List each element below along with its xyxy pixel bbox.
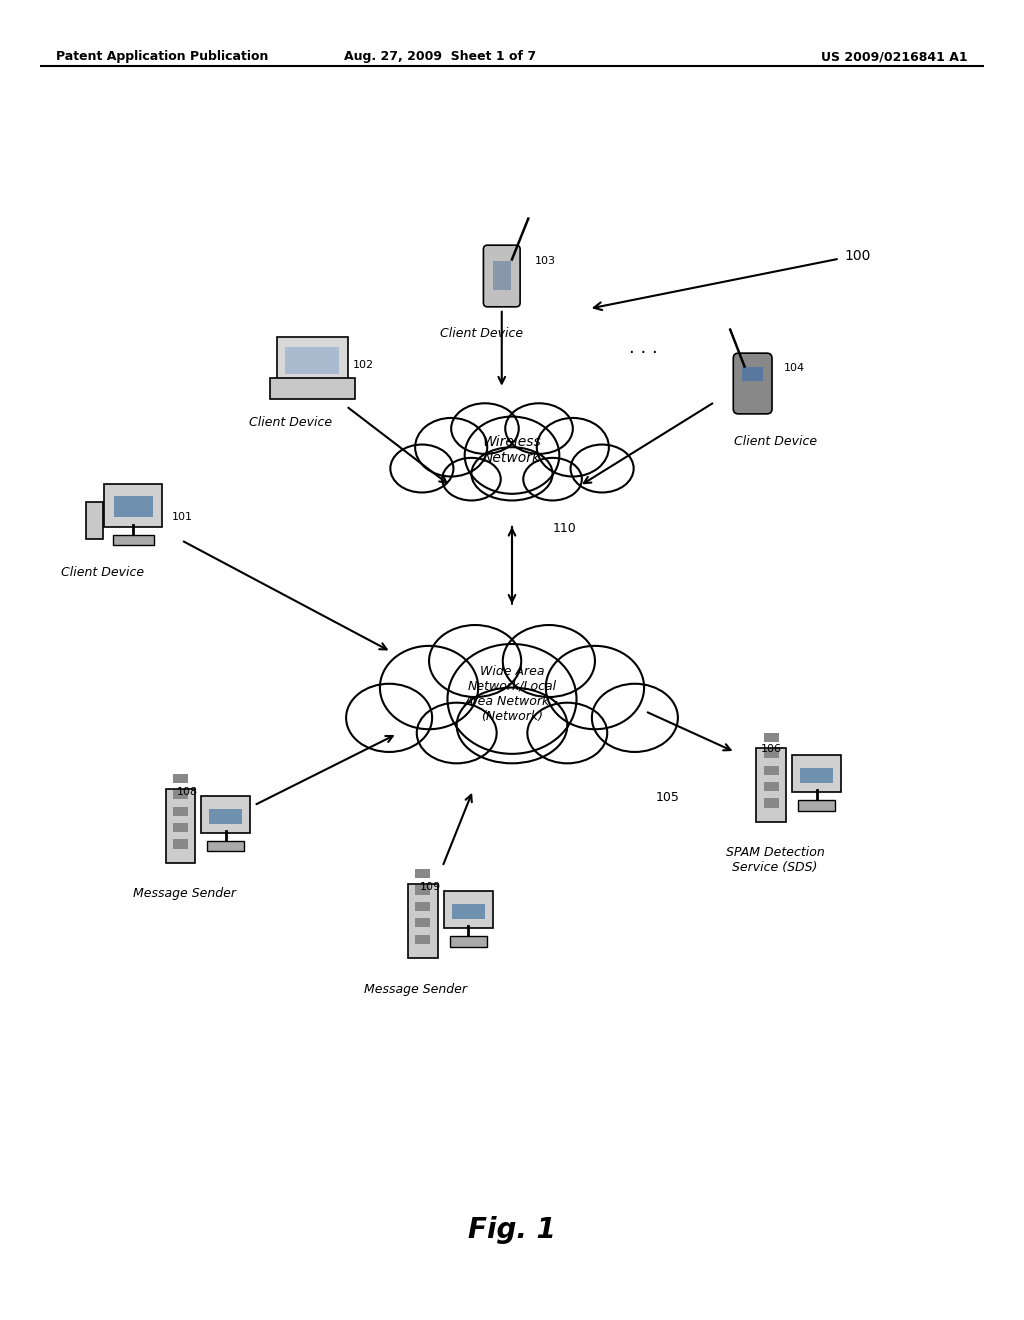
Text: 101: 101: [172, 512, 194, 521]
Ellipse shape: [380, 645, 478, 729]
FancyBboxPatch shape: [416, 869, 430, 878]
Ellipse shape: [546, 645, 644, 729]
Ellipse shape: [442, 458, 501, 500]
FancyBboxPatch shape: [764, 799, 778, 808]
Text: SPAM Detection
Service (SDS): SPAM Detection Service (SDS): [726, 846, 824, 874]
FancyBboxPatch shape: [757, 748, 785, 822]
FancyBboxPatch shape: [269, 379, 354, 399]
FancyBboxPatch shape: [800, 768, 834, 783]
FancyBboxPatch shape: [173, 807, 187, 816]
Text: 103: 103: [535, 256, 556, 265]
Ellipse shape: [527, 702, 607, 763]
Ellipse shape: [523, 458, 582, 500]
Text: 100: 100: [845, 248, 871, 263]
FancyBboxPatch shape: [742, 367, 763, 381]
FancyBboxPatch shape: [114, 496, 153, 516]
Ellipse shape: [390, 445, 454, 492]
Ellipse shape: [503, 626, 595, 697]
FancyBboxPatch shape: [207, 841, 244, 851]
Ellipse shape: [505, 404, 572, 454]
Text: 104: 104: [783, 363, 805, 374]
FancyBboxPatch shape: [209, 809, 243, 824]
FancyBboxPatch shape: [173, 822, 187, 832]
FancyBboxPatch shape: [764, 733, 778, 742]
FancyBboxPatch shape: [416, 902, 430, 911]
Text: Aug. 27, 2009  Sheet 1 of 7: Aug. 27, 2009 Sheet 1 of 7: [344, 50, 537, 63]
Text: Client Device: Client Device: [734, 434, 817, 447]
Text: Message Sender: Message Sender: [133, 887, 237, 900]
Text: Patent Application Publication: Patent Application Publication: [56, 50, 268, 63]
FancyBboxPatch shape: [764, 781, 778, 791]
FancyBboxPatch shape: [104, 484, 162, 527]
FancyBboxPatch shape: [285, 347, 339, 375]
Text: 108: 108: [177, 787, 199, 797]
Ellipse shape: [415, 418, 487, 477]
FancyBboxPatch shape: [493, 261, 511, 290]
Text: 106: 106: [761, 744, 782, 754]
Text: Message Sender: Message Sender: [364, 982, 467, 995]
FancyBboxPatch shape: [166, 789, 195, 863]
Ellipse shape: [570, 445, 634, 492]
FancyBboxPatch shape: [201, 796, 251, 833]
FancyBboxPatch shape: [416, 919, 430, 928]
Ellipse shape: [429, 626, 521, 697]
FancyBboxPatch shape: [86, 502, 103, 539]
Ellipse shape: [457, 688, 567, 763]
Text: Client Device: Client Device: [440, 327, 523, 341]
FancyBboxPatch shape: [173, 840, 187, 849]
FancyBboxPatch shape: [173, 791, 187, 800]
Text: . . .: . . .: [629, 339, 657, 356]
FancyBboxPatch shape: [483, 246, 520, 306]
Ellipse shape: [417, 702, 497, 763]
Ellipse shape: [447, 644, 577, 754]
Ellipse shape: [592, 684, 678, 752]
Ellipse shape: [537, 418, 609, 477]
FancyBboxPatch shape: [409, 884, 437, 958]
Text: Wireless
Network: Wireless Network: [482, 436, 542, 465]
FancyBboxPatch shape: [452, 904, 485, 919]
Text: Fig. 1: Fig. 1: [468, 1216, 556, 1245]
Text: 105: 105: [655, 791, 679, 804]
FancyBboxPatch shape: [416, 935, 430, 944]
FancyBboxPatch shape: [450, 936, 486, 946]
FancyBboxPatch shape: [798, 800, 835, 810]
FancyBboxPatch shape: [443, 891, 494, 928]
Text: Client Device: Client Device: [249, 416, 332, 429]
FancyBboxPatch shape: [416, 886, 430, 895]
FancyBboxPatch shape: [173, 774, 187, 783]
FancyBboxPatch shape: [792, 755, 842, 792]
Ellipse shape: [346, 684, 432, 752]
Ellipse shape: [465, 417, 559, 494]
Text: 110: 110: [553, 521, 577, 535]
Ellipse shape: [452, 404, 519, 454]
FancyBboxPatch shape: [276, 337, 347, 383]
Ellipse shape: [471, 447, 553, 500]
FancyBboxPatch shape: [764, 750, 778, 759]
FancyBboxPatch shape: [733, 354, 772, 414]
Text: Client Device: Client Device: [61, 566, 144, 578]
Text: 102: 102: [353, 360, 375, 370]
Text: US 2009/0216841 A1: US 2009/0216841 A1: [821, 50, 968, 63]
Text: Wide Area
Network/Local
Area Network -
(Network): Wide Area Network/Local Area Network - (…: [465, 665, 559, 723]
FancyBboxPatch shape: [113, 535, 154, 545]
Text: 109: 109: [420, 882, 441, 892]
FancyBboxPatch shape: [764, 766, 778, 775]
